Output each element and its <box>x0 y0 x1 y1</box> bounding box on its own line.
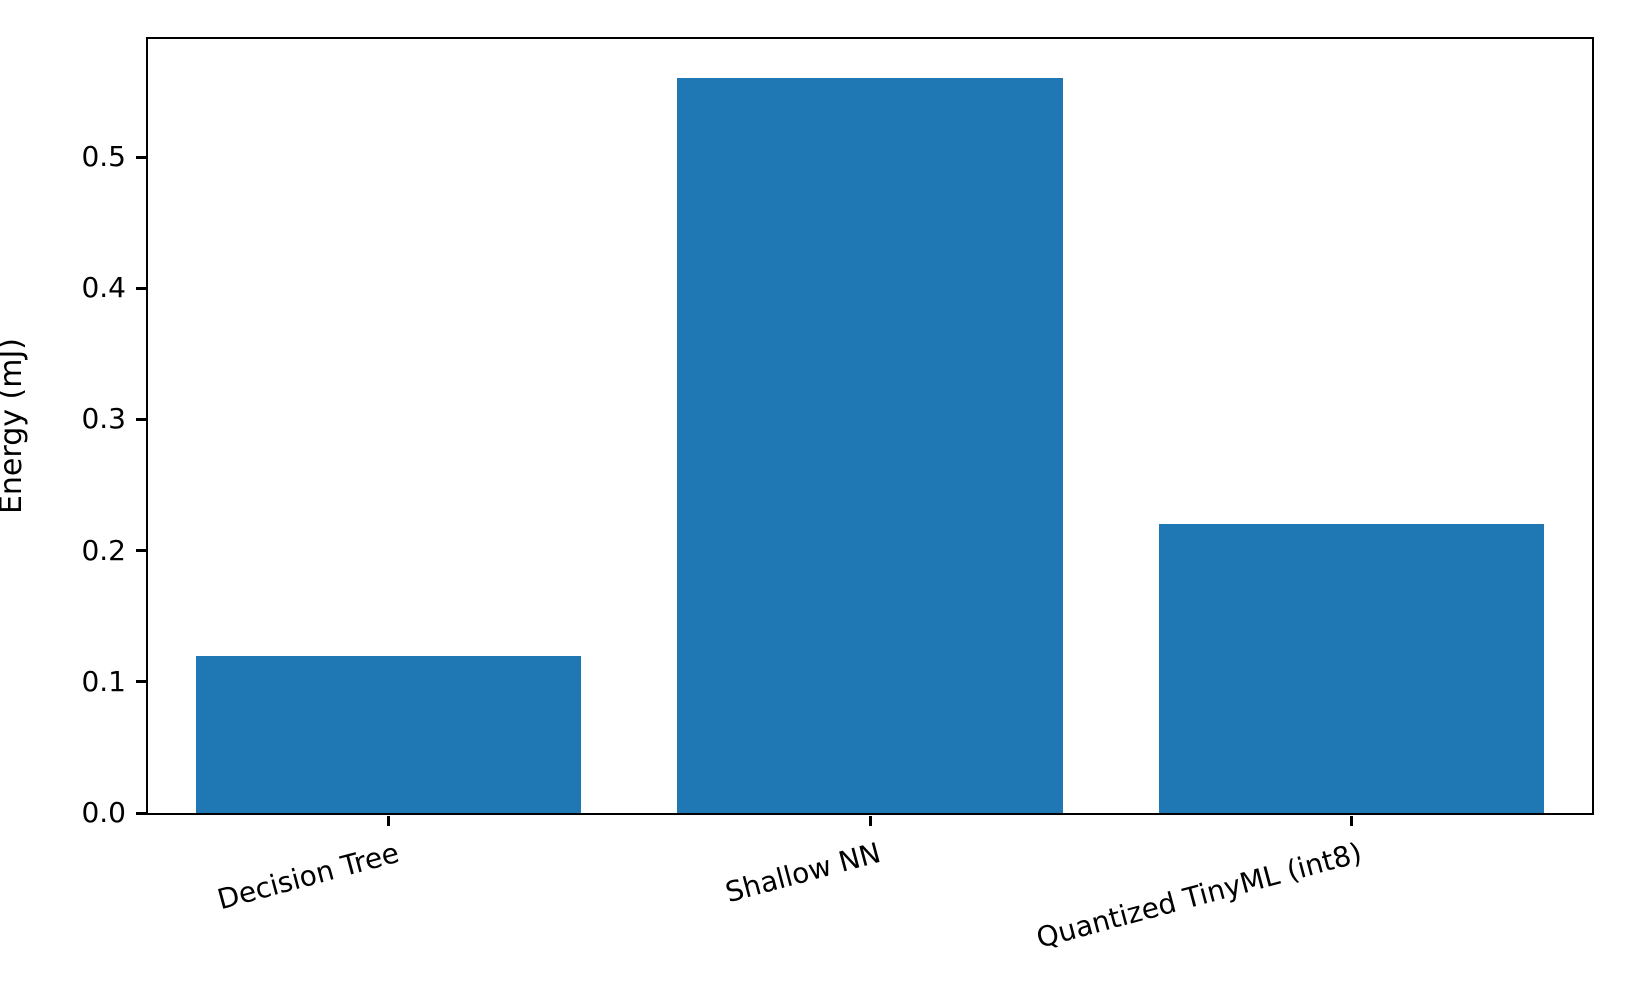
y-tick-mark <box>135 417 146 421</box>
y-tick-mark <box>135 680 146 684</box>
x-tick-label: Quantized TinyML (int8) <box>1033 836 1366 955</box>
y-tick-label: 0.3 <box>81 402 126 436</box>
y-tick-mark <box>135 155 146 159</box>
x-tick-mark <box>1349 815 1353 826</box>
x-tick-label: Decision Tree <box>214 836 403 917</box>
x-tick-mark <box>868 815 872 826</box>
y-tick-label: 0.0 <box>81 796 126 829</box>
y-tick-label: 0.5 <box>81 140 126 174</box>
y-tick-label: 0.2 <box>81 533 126 567</box>
y-tick-label: 0.1 <box>81 664 126 698</box>
y-tick-mark <box>135 549 146 553</box>
y-tick-mark <box>135 811 146 815</box>
bar-shallow-nn <box>677 78 1063 813</box>
x-tick-label: Shallow NN <box>721 836 885 910</box>
y-tick-mark <box>135 286 146 290</box>
bar-decision-tree <box>196 655 582 813</box>
bar-quantized-tinyml-int8- <box>1158 524 1544 813</box>
x-tick-mark <box>387 815 391 826</box>
y-tick-label: 0.4 <box>81 271 126 305</box>
plot-area: 0.0 0.1 0.2 0.3 0.4 0.5 Decision Tree Shallow N… <box>81 37 1594 955</box>
